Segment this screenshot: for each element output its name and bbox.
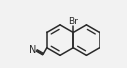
Text: Br: Br: [68, 17, 78, 26]
Text: N: N: [29, 45, 36, 55]
